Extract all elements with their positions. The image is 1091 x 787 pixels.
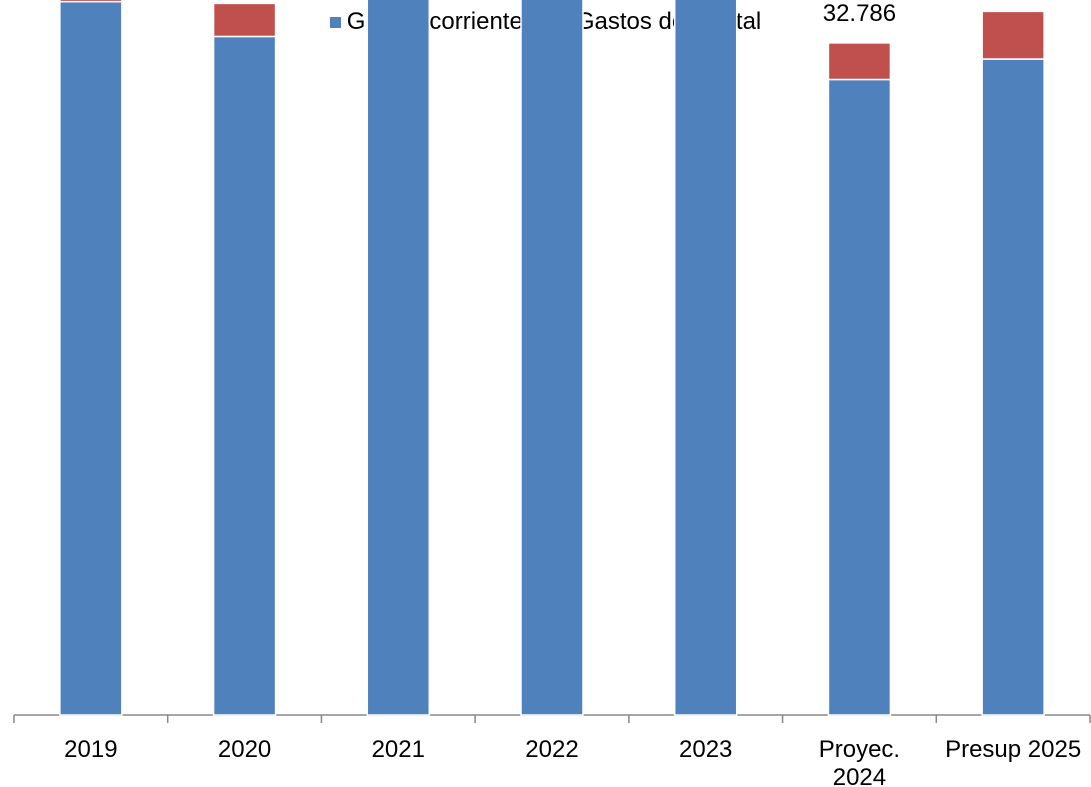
total-data-label: 32.786	[823, 0, 896, 27]
bar-gastos-corrientes	[366, 0, 431, 716]
x-tick-label: 2019	[64, 736, 117, 763]
x-tick-label: Presup 2025	[945, 736, 1081, 763]
bar-gastos-capital	[827, 42, 892, 81]
bar-gastos-corrientes	[981, 58, 1045, 716]
x-tick-label: 2020	[218, 736, 271, 763]
bar-gastos-capital	[212, 2, 277, 38]
x-tick-label: Proyec.	[819, 736, 900, 763]
bar-gastos-capital	[59, 0, 123, 3]
x-tick-label: 2023	[679, 736, 732, 763]
bar-gastos-corrientes	[59, 0, 123, 716]
x-tick-label: 2022	[525, 736, 578, 763]
bar-gastos-corrientes	[827, 78, 892, 716]
x-tick-label: 2024	[833, 764, 886, 787]
bar-gastos-corrientes	[673, 0, 738, 716]
x-tick-label: 2021	[372, 736, 425, 763]
bar-gastos-corrientes	[212, 35, 277, 716]
legend-swatch-current	[329, 16, 341, 28]
bar-gastos-capital	[981, 10, 1045, 60]
bar-gastos-corrientes	[520, 0, 584, 716]
